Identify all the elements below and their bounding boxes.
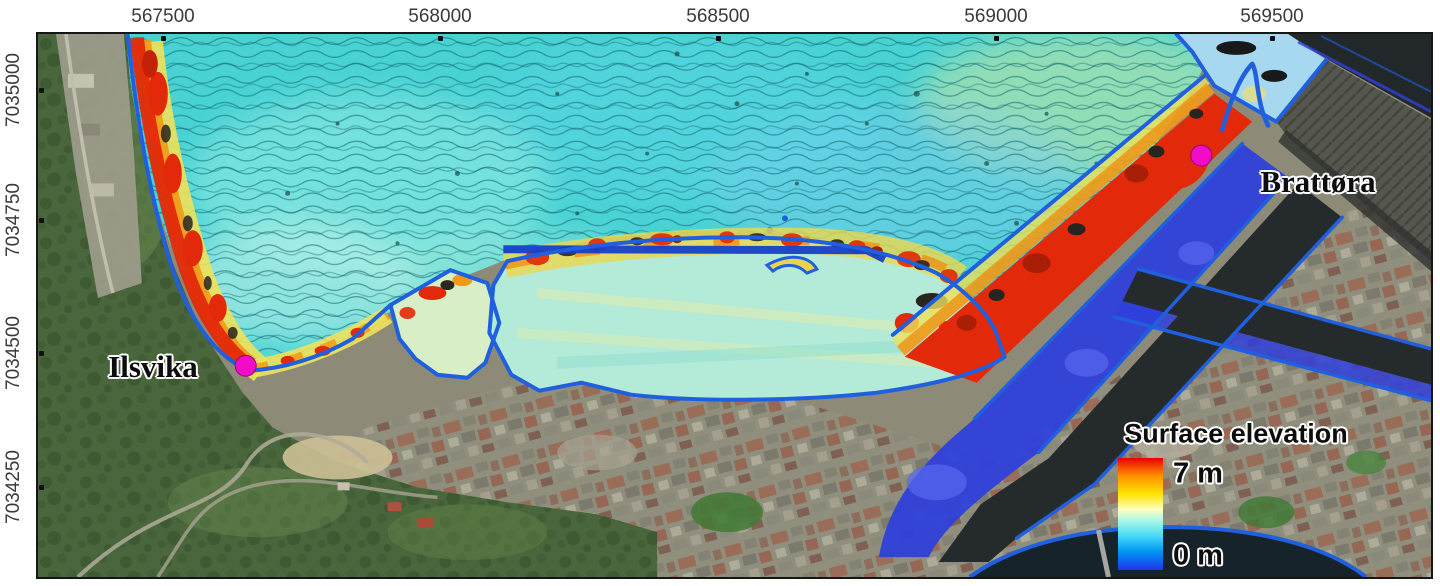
x-tick-label: 569000 — [964, 6, 1028, 27]
shore-red-elevation-band — [129, 37, 393, 382]
y-tick-label: 7035000 — [3, 53, 24, 127]
brattora-marker-icon — [1190, 144, 1213, 167]
brattora-label: Brattøra — [1260, 164, 1376, 199]
ilsvika-marker-icon — [234, 354, 257, 377]
fjord-speckles — [285, 51, 1099, 246]
legend-min-label: 0 m — [1173, 539, 1223, 572]
tick-mark — [438, 36, 443, 41]
railway-yard — [1276, 59, 1431, 272]
tick-mark — [716, 36, 721, 41]
markers — [234, 144, 1213, 377]
x-tick-label: 568500 — [686, 6, 750, 27]
legend-max-label: 7 m — [1173, 457, 1223, 490]
map-canvas — [38, 34, 1431, 577]
x-tick-label: 568000 — [408, 6, 472, 27]
tick-mark — [1270, 36, 1275, 41]
tick-mark — [994, 36, 999, 41]
legend-colorbar — [1118, 458, 1163, 570]
y-tick-label: 7034500 — [3, 316, 24, 390]
tick-mark — [39, 351, 44, 356]
flood-zone-outline — [125, 34, 1431, 540]
ilsvika-label: Ilsvika — [108, 349, 198, 384]
x-tick-label: 567500 — [131, 6, 195, 27]
tick-mark — [39, 218, 44, 223]
forest-area — [38, 34, 658, 577]
tick-mark — [39, 88, 44, 93]
y-tick-label: 7034250 — [3, 450, 24, 524]
harbor-basin — [938, 34, 1431, 563]
tick-mark — [161, 36, 166, 41]
tick-mark — [39, 485, 44, 490]
legend-title: Surface elevation — [1124, 418, 1348, 449]
river — [968, 525, 1368, 577]
rail-red-elevation-band — [891, 76, 1253, 383]
y-tick-label: 7034750 — [3, 183, 24, 257]
map-frame — [36, 32, 1433, 579]
x-tick-label: 569500 — [1240, 6, 1304, 27]
